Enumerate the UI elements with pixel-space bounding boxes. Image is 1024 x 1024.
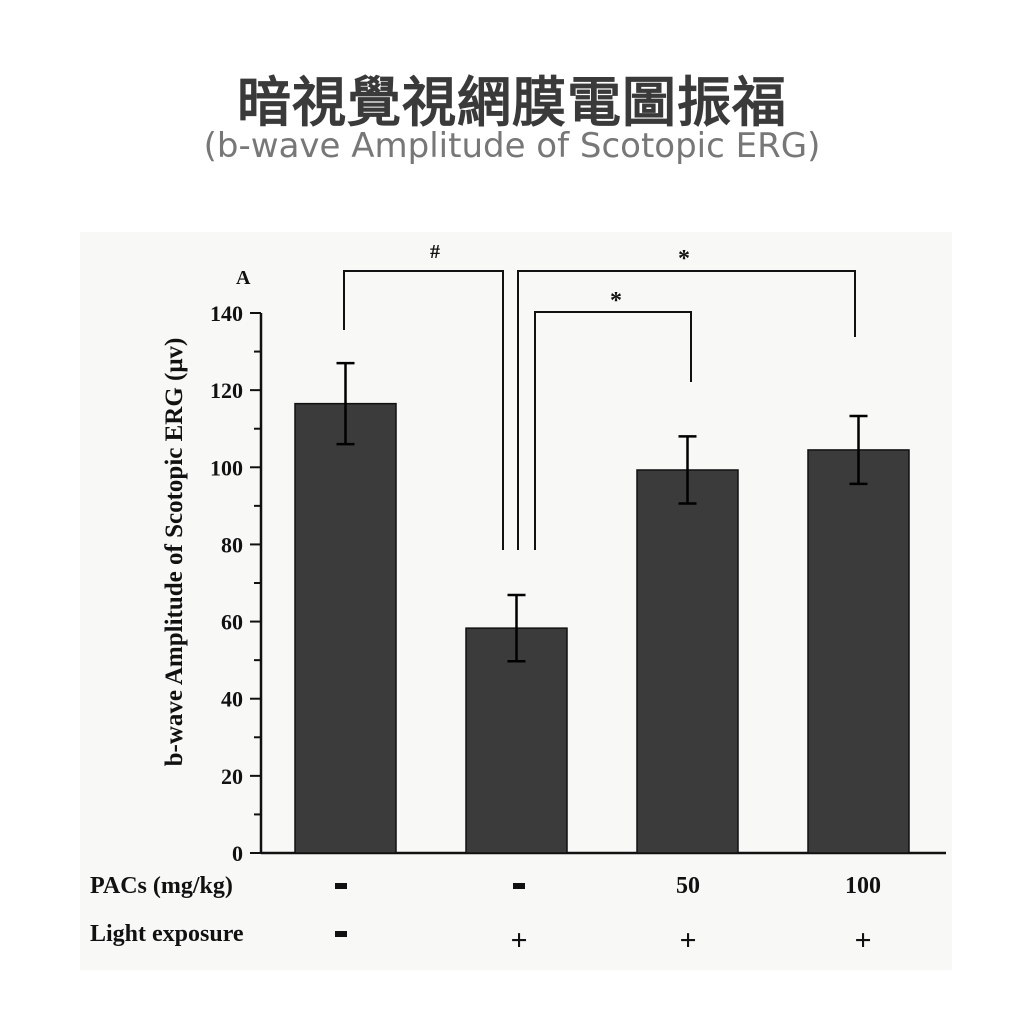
bar	[636, 435, 739, 854]
y-tick-label: 120	[210, 378, 243, 403]
bar	[465, 593, 568, 854]
sig-bracket-hash	[343, 270, 504, 550]
y-tick-label: 20	[221, 764, 243, 789]
row-label-pacs: PACs (mg/kg)	[90, 873, 233, 899]
pacs-value: 100	[845, 873, 881, 899]
sig-bracket-star-narrow	[534, 311, 692, 550]
pacs-value-minus	[513, 883, 525, 889]
sig-mark-star-narrow: *	[610, 288, 622, 314]
y-tick-label: 60	[221, 610, 243, 635]
bar	[807, 414, 910, 854]
sig-mark-hash: #	[430, 241, 440, 263]
y-tick-label: 0	[232, 841, 243, 866]
page-title-chinese: 暗視覺視網膜電圖振福	[237, 71, 787, 134]
sig-bracket-star-wide	[517, 270, 856, 550]
light-value: +	[510, 924, 527, 957]
y-axis-label: b-wave Amplitude of Scotopic ERG (μv)	[161, 338, 188, 767]
light-value: +	[679, 924, 696, 957]
condition-values: 50 100 + + +	[335, 873, 881, 957]
panel-label: A	[236, 267, 251, 289]
y-tick-label: 140	[210, 301, 243, 326]
bars	[294, 361, 910, 854]
y-ticks: 0 20 40 60 80 100 120 140	[210, 301, 261, 866]
pacs-value: 50	[676, 873, 700, 899]
y-tick-label: 100	[210, 455, 243, 480]
light-value: +	[854, 924, 871, 957]
y-tick-label: 80	[221, 532, 243, 557]
page-subtitle-english: (b-wave Amplitude of Scotopic ERG)	[203, 126, 821, 166]
bar	[294, 361, 397, 854]
light-value-minus	[335, 931, 347, 937]
sig-mark-star-wide: *	[678, 246, 690, 272]
y-tick-label: 40	[221, 687, 243, 712]
row-label-light: Light exposure	[90, 921, 244, 947]
pacs-value-minus	[335, 883, 347, 889]
